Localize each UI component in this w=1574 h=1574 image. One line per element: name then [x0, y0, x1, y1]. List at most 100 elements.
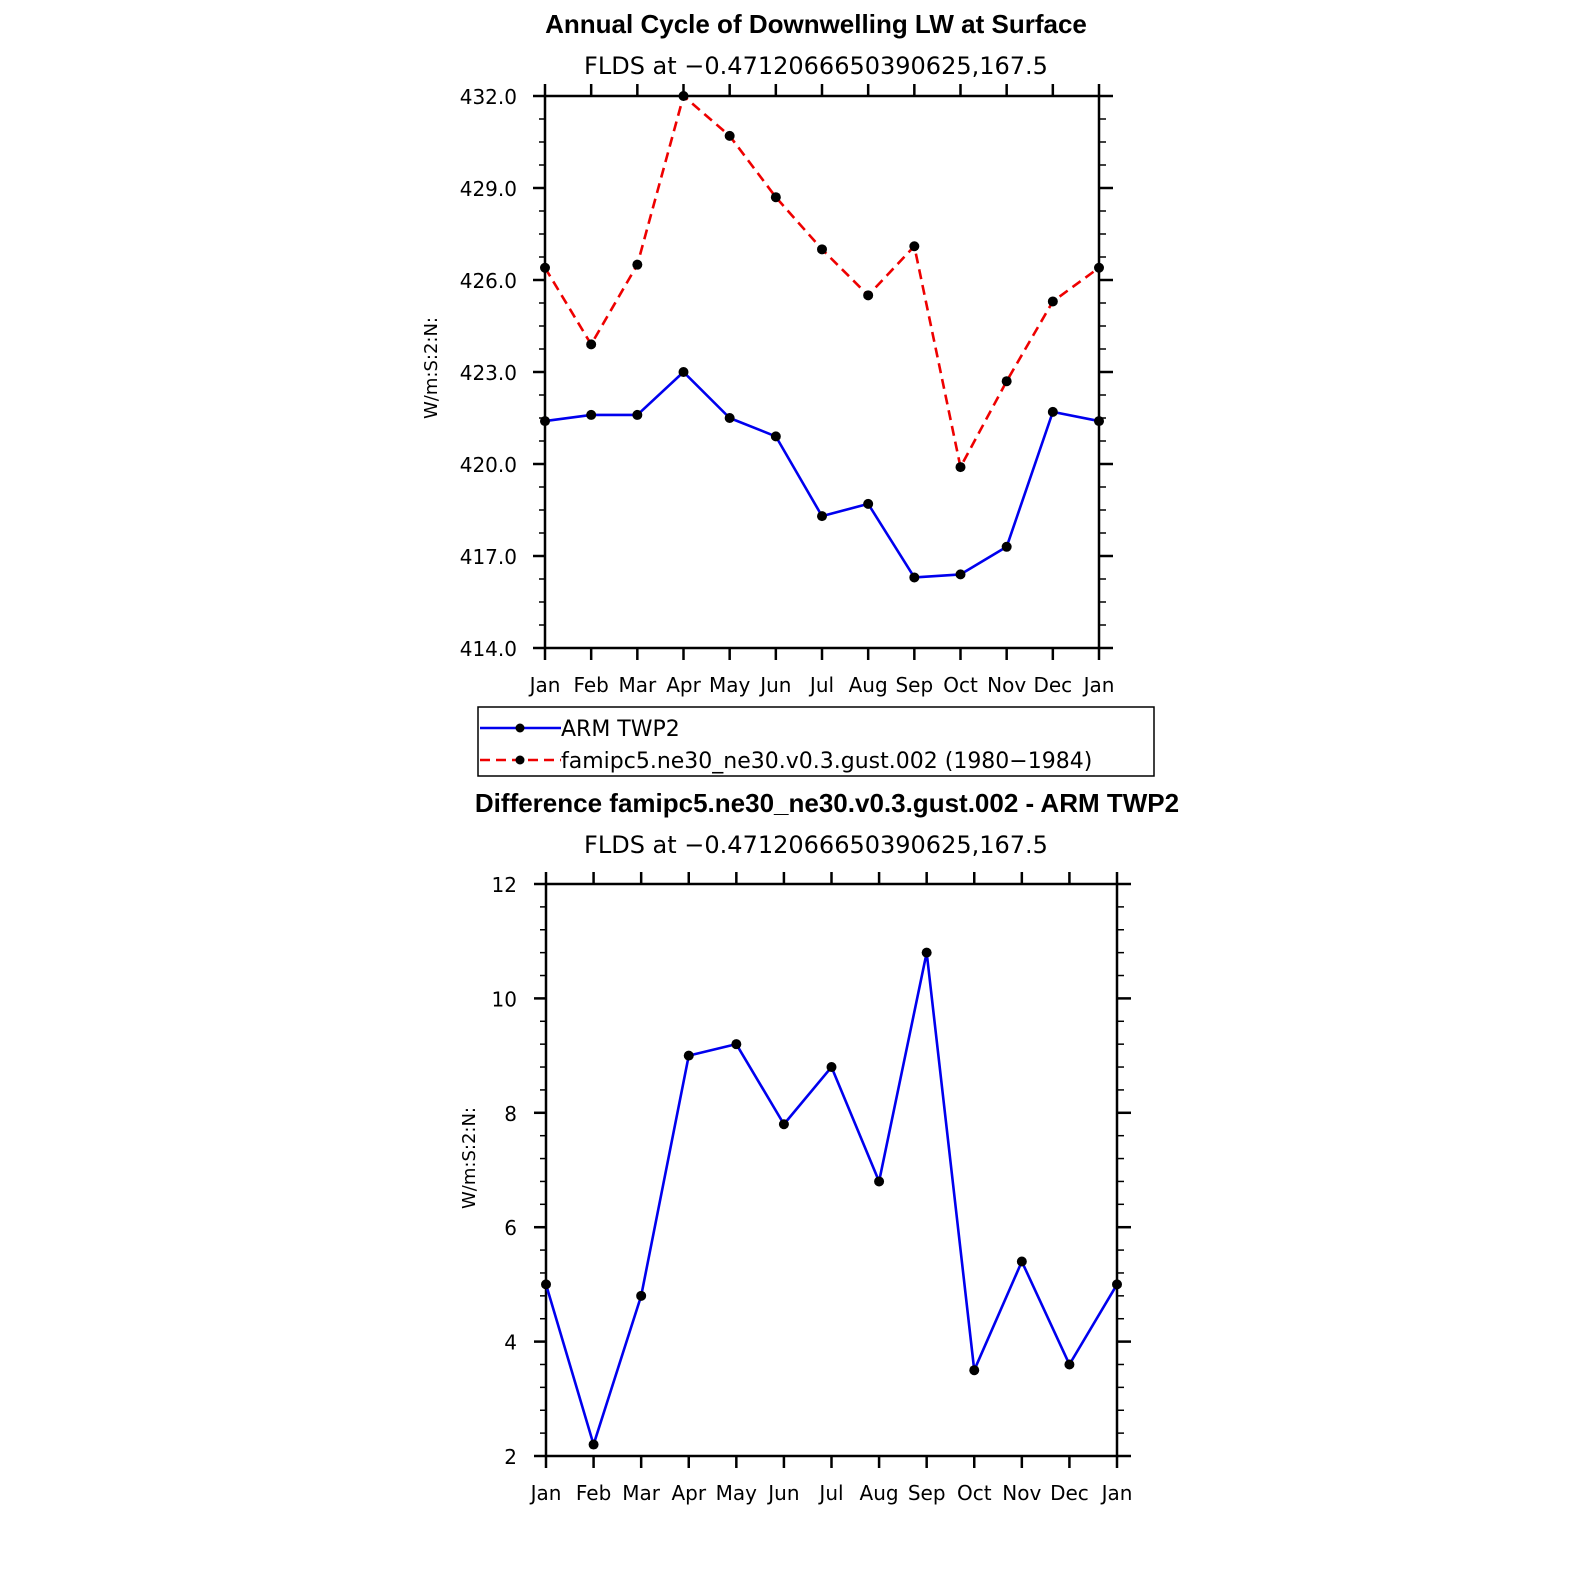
x-tick-label: May — [716, 1481, 758, 1505]
x-tick-label: Feb — [573, 673, 608, 697]
y-tick-label: 429.0 — [460, 177, 517, 201]
legend-label-obs: ARM TWP2 — [561, 717, 680, 742]
data-point — [540, 262, 550, 273]
data-point — [540, 416, 550, 427]
y-axis-label: W/m:S:2:N: — [421, 317, 442, 419]
data-point — [1112, 1279, 1122, 1290]
y-tick-label: 2 — [504, 1445, 517, 1469]
y-tick-label: 12 — [492, 873, 517, 897]
data-point — [863, 498, 874, 509]
x-tick-label: Nov — [1002, 1481, 1041, 1505]
legend-marker-model — [515, 755, 525, 765]
chart-title: Annual Cycle of Downwelling LW at Surfac… — [545, 9, 1087, 39]
data-point — [770, 431, 781, 442]
x-tick-label: Sep — [895, 673, 933, 697]
series-line-0 — [544, 951, 1119, 1446]
data-point — [1001, 541, 1012, 552]
y-tick-label: 417.0 — [460, 545, 517, 569]
data-point — [1047, 406, 1058, 417]
data-point — [678, 91, 689, 101]
data-point — [632, 259, 643, 270]
data-point — [770, 192, 781, 203]
data-point — [921, 947, 932, 958]
data-point — [586, 339, 597, 350]
data-point — [1064, 1359, 1075, 1370]
data-point — [586, 409, 597, 420]
y-tick-label: 8 — [504, 1102, 517, 1126]
data-point — [874, 1176, 885, 1187]
x-tick-label: Oct — [957, 1481, 992, 1505]
x-tick-label: Jul — [808, 673, 834, 697]
data-point — [632, 409, 643, 420]
x-tick-label: Mar — [618, 673, 657, 697]
data-point — [724, 413, 735, 423]
legend-marker-obs — [515, 723, 525, 733]
y-tick-label: 6 — [504, 1216, 517, 1240]
data-point — [863, 290, 874, 301]
legend-label-model: famipc5.ne30_ne30.v0.3.gust.002 (1980−19… — [561, 749, 1092, 774]
chart-subtitle: FLDS at −0.4712066650390625,167.5 — [584, 831, 1048, 859]
y-tick-label: 10 — [492, 987, 517, 1011]
x-tick-label: Jan — [1100, 1481, 1133, 1505]
legend: ARM TWP2 famipc5.ne30_ne30.v0.3.gust.002… — [477, 706, 1155, 777]
chart-title: Difference famipc5.ne30_ne30.v0.3.gust.0… — [475, 788, 1179, 818]
difference-chart: Difference famipc5.ne30_ne30.v0.3.gust.0… — [459, 788, 1179, 1505]
data-point — [955, 569, 966, 580]
data-point — [778, 1119, 789, 1130]
x-tick-label: Jan — [1082, 673, 1115, 697]
x-tick-label: Apr — [666, 673, 701, 697]
legend-box — [477, 706, 1155, 777]
x-tick-label: Aug — [849, 673, 888, 697]
data-point — [683, 1050, 694, 1061]
series-line-0 — [544, 370, 1100, 579]
y-tick-label: 426.0 — [460, 269, 517, 293]
x-tick-label: Feb — [576, 1481, 611, 1505]
data-point — [636, 1290, 647, 1301]
x-tick-label: Mar — [622, 1481, 661, 1505]
data-point — [955, 462, 966, 473]
plot-area: Jan Feb Mar Apr May Jun Jul Aug Sep Oct Nov Dec Jan 2… — [492, 872, 1133, 1505]
x-tick-label: May — [709, 673, 751, 697]
data-point — [1094, 262, 1104, 273]
data-point — [724, 130, 735, 141]
data-point — [1016, 1256, 1027, 1267]
data-point — [909, 241, 920, 252]
data-point — [1047, 296, 1058, 307]
plot-frame — [543, 94, 1101, 650]
data-point — [678, 367, 689, 377]
x-tick-label: Dec — [1050, 1481, 1089, 1505]
y-axis-label: W/m:S:2:N: — [459, 1107, 480, 1209]
x-tick-label: Jun — [766, 1481, 799, 1505]
data-point — [817, 511, 827, 522]
x-tick-label: Jan — [528, 673, 561, 697]
plot-area: Jan Feb Mar Apr May Jun Jul Aug Sep Oct Nov Dec Jan 4… — [460, 84, 1115, 697]
y-tick-label: 414.0 — [460, 637, 517, 661]
data-point — [817, 244, 827, 255]
x-tick-label: Apr — [671, 1481, 706, 1505]
data-point — [969, 1365, 980, 1376]
plot-frame — [544, 882, 1119, 1458]
y-tick-label: 432.0 — [460, 85, 517, 109]
data-point — [826, 1062, 837, 1073]
y-tick-label: 423.0 — [460, 361, 517, 385]
data-point — [731, 1039, 742, 1050]
x-tick-label: Jul — [817, 1481, 843, 1505]
x-tick-label: Jun — [758, 673, 791, 697]
annual-cycle-chart: Annual Cycle of Downwelling LW at Surfac… — [421, 9, 1114, 697]
data-point — [541, 1279, 551, 1290]
x-tick-label: Oct — [943, 673, 978, 697]
x-tick-label: Sep — [908, 1481, 946, 1505]
data-point — [1094, 416, 1104, 427]
y-tick-label: 4 — [504, 1331, 517, 1355]
data-point — [588, 1439, 599, 1450]
y-tick-label: 420.0 — [460, 453, 517, 477]
x-tick-label: Dec — [1033, 673, 1072, 697]
x-tick-label: Aug — [860, 1481, 899, 1505]
x-tick-label: Nov — [987, 673, 1026, 697]
chart-subtitle: FLDS at −0.4712066650390625,167.5 — [584, 52, 1048, 80]
data-point — [1001, 376, 1012, 387]
x-tick-label: Jan — [529, 1481, 562, 1505]
series-line-1 — [543, 94, 1100, 469]
data-point — [909, 572, 920, 583]
